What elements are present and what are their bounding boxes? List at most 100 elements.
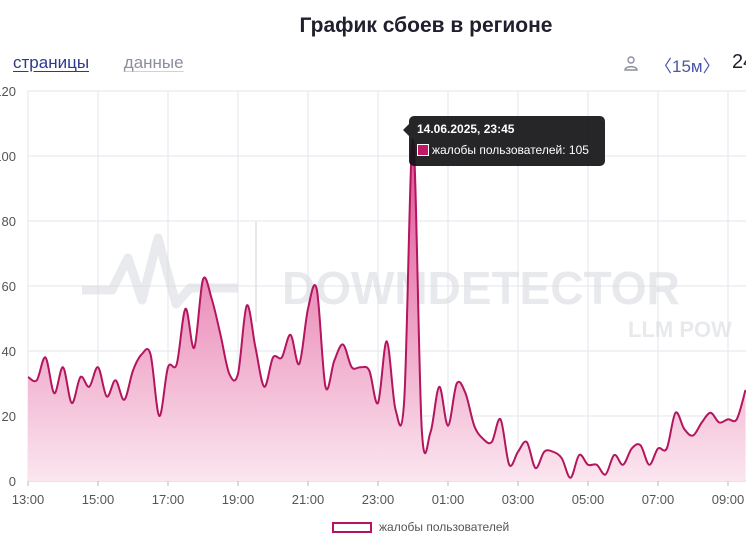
data-point[interactable] bbox=[629, 446, 635, 452]
data-point[interactable] bbox=[401, 397, 407, 403]
data-point[interactable] bbox=[288, 332, 294, 338]
data-point[interactable] bbox=[673, 410, 679, 416]
legend-swatch bbox=[332, 521, 372, 533]
data-point[interactable] bbox=[419, 426, 425, 432]
data-point[interactable] bbox=[734, 416, 740, 422]
data-point[interactable] bbox=[305, 306, 311, 312]
data-point[interactable] bbox=[358, 364, 364, 370]
data-point[interactable] bbox=[174, 361, 180, 367]
data-point[interactable] bbox=[86, 384, 92, 390]
data-point[interactable] bbox=[393, 407, 399, 413]
x-tick-label: 07:00 bbox=[642, 492, 675, 507]
data-point[interactable] bbox=[620, 462, 626, 468]
watermark-sub: LLM POW bbox=[628, 317, 732, 342]
data-point[interactable] bbox=[725, 416, 731, 422]
y-tick-label: 40 bbox=[2, 344, 16, 359]
data-point[interactable] bbox=[323, 384, 329, 390]
data-point[interactable] bbox=[314, 286, 320, 292]
data-point[interactable] bbox=[296, 361, 302, 367]
data-point[interactable] bbox=[681, 426, 687, 432]
data-point[interactable] bbox=[148, 351, 154, 357]
data-point[interactable] bbox=[655, 446, 661, 452]
data-point[interactable] bbox=[69, 400, 75, 406]
data-point[interactable] bbox=[235, 371, 241, 377]
x-tick-label: 19:00 bbox=[222, 492, 255, 507]
data-point[interactable] bbox=[576, 452, 582, 458]
data-point[interactable] bbox=[340, 342, 346, 348]
data-point[interactable] bbox=[690, 433, 696, 439]
data-point[interactable] bbox=[471, 423, 477, 429]
data-point[interactable] bbox=[375, 400, 381, 406]
data-point[interactable] bbox=[34, 377, 40, 383]
data-point[interactable] bbox=[183, 306, 189, 312]
data-point[interactable] bbox=[130, 368, 136, 374]
data-point[interactable] bbox=[664, 446, 670, 452]
data-point[interactable] bbox=[366, 368, 372, 374]
data-point[interactable] bbox=[78, 374, 84, 380]
data-point[interactable] bbox=[541, 449, 547, 455]
data-point[interactable] bbox=[638, 442, 644, 448]
data-point[interactable] bbox=[95, 364, 101, 370]
data-point[interactable] bbox=[104, 394, 110, 400]
y-tick-label: 120 bbox=[0, 84, 16, 99]
data-point[interactable] bbox=[524, 439, 530, 445]
data-point[interactable] bbox=[253, 345, 259, 351]
x-tick-label: 01:00 bbox=[432, 492, 465, 507]
data-point[interactable] bbox=[646, 462, 652, 468]
data-point[interactable] bbox=[699, 420, 705, 426]
data-point[interactable] bbox=[603, 472, 609, 478]
data-point[interactable] bbox=[60, 364, 66, 370]
data-point[interactable] bbox=[384, 338, 390, 344]
x-tick-label: 03:00 bbox=[502, 492, 535, 507]
data-point[interactable] bbox=[480, 436, 486, 442]
data-point[interactable] bbox=[428, 429, 434, 435]
data-point[interactable] bbox=[139, 351, 145, 357]
data-point[interactable] bbox=[209, 296, 215, 302]
legend-label: жалобы пользователей bbox=[379, 520, 510, 534]
data-point[interactable] bbox=[506, 462, 512, 468]
data-point[interactable] bbox=[594, 462, 600, 468]
data-point[interactable] bbox=[279, 355, 285, 361]
data-point[interactable] bbox=[716, 420, 722, 426]
data-point[interactable] bbox=[261, 384, 267, 390]
data-point[interactable] bbox=[165, 364, 171, 370]
data-point[interactable] bbox=[200, 277, 206, 283]
watermark-logo bbox=[82, 233, 238, 309]
data-point[interactable] bbox=[113, 377, 119, 383]
data-point[interactable] bbox=[270, 355, 276, 361]
data-point[interactable] bbox=[43, 355, 49, 361]
data-point[interactable] bbox=[515, 449, 521, 455]
data-point[interactable] bbox=[489, 439, 495, 445]
data-point[interactable] bbox=[121, 397, 127, 403]
tooltip-value: 105 bbox=[568, 143, 589, 157]
data-point[interactable] bbox=[533, 465, 539, 471]
data-point[interactable] bbox=[559, 455, 565, 461]
data-point[interactable] bbox=[218, 332, 224, 338]
tab-data[interactable]: данные bbox=[123, 53, 184, 72]
data-point[interactable] bbox=[550, 449, 556, 455]
data-point[interactable] bbox=[611, 452, 617, 458]
data-point[interactable] bbox=[331, 358, 337, 364]
data-point[interactable] bbox=[51, 390, 57, 396]
data-point[interactable] bbox=[349, 364, 355, 370]
data-point[interactable] bbox=[244, 303, 250, 309]
data-point[interactable] bbox=[568, 475, 574, 481]
data-point[interactable] bbox=[445, 423, 451, 429]
tooltip-row: жалобы пользователей: 105 bbox=[417, 143, 597, 157]
data-point[interactable] bbox=[708, 410, 714, 416]
data-point[interactable] bbox=[498, 416, 504, 422]
data-point[interactable] bbox=[463, 390, 469, 396]
chart-legend[interactable]: жалобы пользователей bbox=[332, 520, 509, 534]
data-point[interactable] bbox=[226, 371, 232, 377]
data-point[interactable] bbox=[156, 413, 162, 419]
data-point[interactable] bbox=[743, 387, 746, 393]
interval-selector[interactable]: 〈15м〉 bbox=[655, 57, 720, 76]
data-point[interactable] bbox=[25, 374, 31, 380]
data-point[interactable] bbox=[585, 462, 591, 468]
user-icon[interactable] bbox=[622, 55, 640, 73]
data-point[interactable] bbox=[191, 345, 197, 351]
range-selector[interactable]: 24 bbox=[732, 51, 746, 73]
data-point[interactable] bbox=[436, 384, 442, 390]
data-point[interactable] bbox=[454, 381, 460, 387]
tab-pages[interactable]: страницы bbox=[13, 53, 90, 72]
